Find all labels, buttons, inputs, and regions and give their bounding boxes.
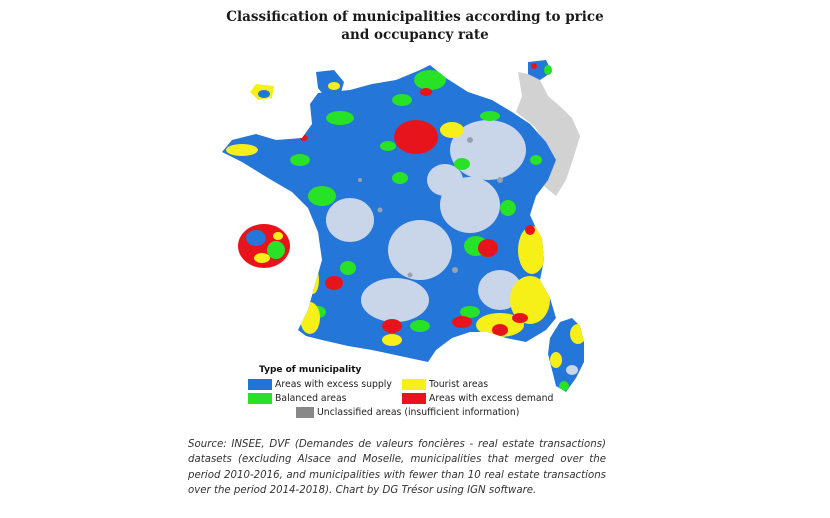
legend-label-excess-demand: Areas with excess demand — [429, 393, 554, 404]
legend-label-balanced: Balanced areas — [275, 393, 347, 404]
legend-title: Type of municipality — [259, 365, 362, 375]
overseas-inset-small-2 — [250, 84, 274, 100]
legend-item-unclassified: Unclassified areas (insufficient informa… — [296, 406, 519, 419]
legend-label-unclassified: Unclassified areas (insufficient informa… — [317, 407, 520, 418]
overseas-inset-island — [238, 224, 290, 268]
legend-item-tourist: Tourist areas — [402, 378, 488, 391]
source-note: Source: INSEE, DVF (Demandes de valeurs … — [188, 439, 606, 497]
chart-title: Classification of municipalities accordi… — [226, 9, 604, 43]
grey-specks — [358, 137, 503, 278]
legend-swatch-excess-demand — [402, 393, 426, 404]
legend-label-tourist: Tourist areas — [429, 379, 489, 390]
legend-item-excess-supply: Areas with excess supply — [248, 378, 392, 391]
balanced-areas — [290, 70, 542, 332]
legend-label-excess-supply: Areas with excess supply — [275, 379, 392, 390]
legend-swatch-balanced — [248, 393, 272, 404]
legend-swatch-unclassified — [296, 407, 314, 418]
tourist-areas — [226, 122, 550, 346]
legend-item-balanced: Balanced areas — [248, 392, 347, 405]
legend-item-excess-demand: Areas with excess demand — [402, 392, 553, 405]
legend-swatch-tourist — [402, 379, 426, 390]
overseas-inset-small-1 — [316, 70, 344, 98]
legend-swatch-excess-supply — [248, 379, 272, 390]
out-of-scope-region-northeast — [516, 72, 580, 196]
overseas-inset-small-3 — [528, 60, 552, 80]
